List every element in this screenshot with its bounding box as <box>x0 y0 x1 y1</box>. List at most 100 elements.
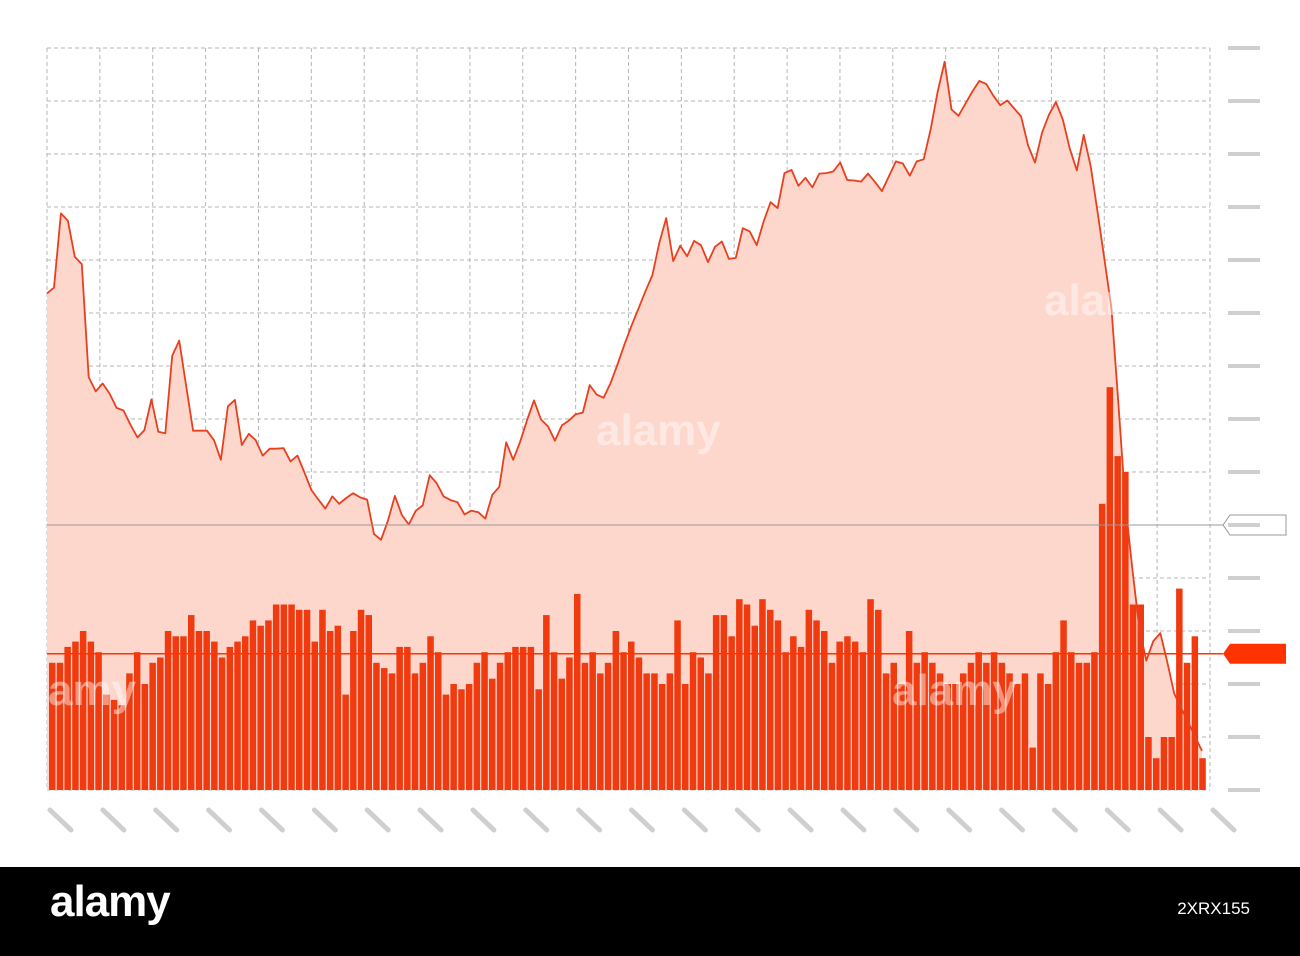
volume-bar <box>512 646 519 790</box>
volume-bar <box>782 652 789 790</box>
volume-bar <box>720 615 728 790</box>
volume-bar <box>1037 673 1044 790</box>
volume-bar <box>658 684 666 790</box>
volume-bar <box>867 599 874 790</box>
volume-bar <box>1098 503 1106 790</box>
volume-bar <box>875 609 882 790</box>
volume-bar <box>1199 758 1206 790</box>
volume-bar <box>87 641 95 790</box>
volume-bar <box>805 609 813 790</box>
x-axis-tick <box>681 807 708 833</box>
volume-bar <box>172 636 179 790</box>
volume-bar <box>481 652 488 790</box>
volume-bar <box>1129 604 1137 790</box>
volume-bar <box>821 631 828 790</box>
volume-bar <box>898 684 905 790</box>
y-axis-tick <box>1228 523 1260 527</box>
image-id: 2XRX155 <box>1177 899 1250 918</box>
volume-bar <box>743 604 751 790</box>
volume-bar <box>396 646 403 790</box>
volume-bar <box>689 652 697 790</box>
price-tag-red <box>1223 643 1286 664</box>
volume-bar <box>234 641 241 790</box>
volume-bar <box>952 684 959 790</box>
volume-bar <box>388 673 396 790</box>
volume-bar <box>604 662 612 790</box>
volume-bar <box>813 620 820 790</box>
y-axis-tick <box>1228 735 1260 739</box>
volume-bar <box>1014 684 1021 790</box>
x-axis-tick <box>734 807 761 833</box>
volume-bar <box>1137 604 1144 790</box>
volume-bar <box>882 673 890 790</box>
y-axis-tick <box>1228 46 1260 50</box>
y-axis-tick <box>1228 311 1260 315</box>
volume-bar <box>1029 747 1036 790</box>
x-axis-tick <box>1051 807 1078 833</box>
volume-bar <box>334 625 342 790</box>
volume-bar <box>249 620 257 790</box>
footer-bar: alamy 2XRX155 <box>0 867 1300 956</box>
volume-bar <box>628 641 635 790</box>
volume-bar <box>326 631 334 790</box>
volume-bar <box>682 684 689 790</box>
volume-bar <box>767 609 774 790</box>
volume-bar <box>188 615 195 790</box>
volume-bar <box>72 641 79 790</box>
volume-bar <box>1114 456 1121 790</box>
volume-bar <box>265 620 272 790</box>
volume-bar <box>527 646 535 790</box>
volume-bar <box>581 662 589 790</box>
volume-bar <box>79 631 87 790</box>
price-line <box>46 60 1203 752</box>
reference-lines <box>47 514 1287 664</box>
volume-bar <box>913 662 921 790</box>
x-axis-tick <box>364 807 391 833</box>
volume-bar <box>280 604 288 790</box>
volume-bar <box>998 662 1006 790</box>
volume-bar <box>288 604 295 790</box>
volume-bar <box>1068 652 1075 790</box>
volume-bar <box>157 657 164 790</box>
volume-bar <box>303 609 311 790</box>
volume-bar <box>697 657 704 790</box>
x-axis-tick <box>206 807 233 833</box>
volume-bar <box>381 668 388 790</box>
volume-bar <box>419 662 427 790</box>
volume-bar <box>543 615 550 790</box>
volume-bar <box>489 678 496 790</box>
volume-bar <box>1153 758 1160 790</box>
volume-bar <box>589 652 596 790</box>
volume-bar <box>110 699 118 790</box>
volume-bar <box>411 673 419 790</box>
x-axis-tick <box>417 807 444 833</box>
volume-bar <box>944 684 951 790</box>
volume-bar <box>728 636 735 790</box>
volume-bar <box>272 604 280 790</box>
y-axis-tick <box>1228 788 1260 792</box>
x-axis-tick <box>470 807 497 833</box>
y-axis-tick <box>1228 364 1260 368</box>
volume-bar <box>218 657 226 790</box>
volume-bar <box>473 662 481 790</box>
volume-bar <box>404 646 411 790</box>
volume-bar <box>64 646 71 790</box>
volume-bar <box>620 652 627 790</box>
volume-bar <box>836 641 843 790</box>
volume-bar <box>921 652 928 790</box>
y-axis-tick <box>1228 417 1260 421</box>
volume-bar <box>226 646 234 790</box>
volume-bar <box>1091 652 1098 790</box>
volume-bar <box>95 652 102 790</box>
volume-bar <box>828 662 836 790</box>
volume-bar <box>465 684 473 790</box>
volume-bar <box>797 646 805 790</box>
volume-bar <box>936 673 944 790</box>
volume-bar <box>180 636 187 790</box>
volume-bar <box>49 662 56 790</box>
volume-bar <box>296 609 303 790</box>
volume-bar <box>103 694 110 790</box>
volume-bar <box>442 694 450 790</box>
volume-bar <box>612 631 620 790</box>
volume-bar <box>990 652 998 790</box>
